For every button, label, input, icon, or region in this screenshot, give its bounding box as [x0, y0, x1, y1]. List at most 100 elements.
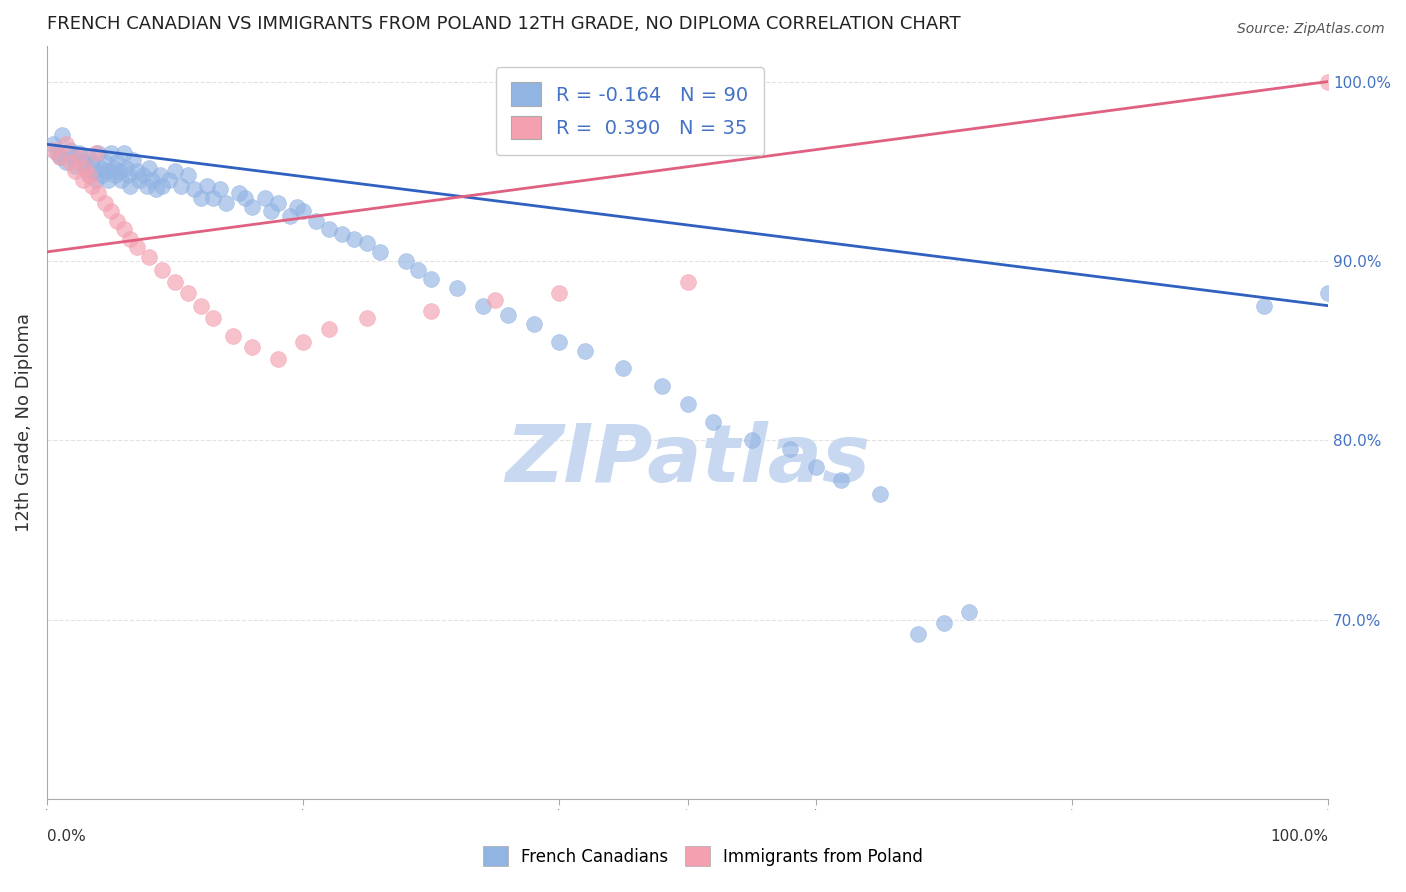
Point: [907, 627, 929, 641]
Text: Source: ZipAtlas.com: Source: ZipAtlas.com: [1237, 22, 1385, 37]
Point: [215, 196, 238, 211]
Point: [548, 286, 571, 301]
Point: [574, 343, 596, 358]
Point: [128, 173, 150, 187]
Legend: R = -0.164   N = 90, R =  0.390   N = 35: R = -0.164 N = 90, R = 0.390 N = 35: [496, 67, 763, 155]
Point: [157, 173, 180, 187]
Point: [496, 308, 519, 322]
Point: [869, 487, 891, 501]
Point: [177, 168, 200, 182]
Point: [285, 200, 308, 214]
Point: [278, 209, 301, 223]
Point: [125, 164, 148, 178]
Point: [59, 143, 82, 157]
Point: [420, 304, 443, 318]
Point: [112, 221, 135, 235]
Point: [77, 168, 100, 182]
Point: [67, 146, 90, 161]
Point: [523, 317, 546, 331]
Point: [48, 150, 70, 164]
Point: [145, 182, 167, 196]
Point: [702, 415, 724, 429]
Point: [163, 164, 186, 178]
Point: [96, 164, 118, 178]
Point: [240, 340, 263, 354]
Point: [356, 235, 378, 250]
Point: [446, 281, 468, 295]
Point: [75, 161, 97, 175]
Point: [117, 168, 139, 182]
Point: [612, 361, 634, 376]
Point: [150, 178, 173, 193]
Point: [93, 155, 115, 169]
Point: [208, 182, 231, 196]
Point: [120, 178, 142, 193]
Point: [125, 239, 148, 253]
Point: [190, 191, 212, 205]
Point: [77, 150, 100, 164]
Point: [138, 161, 160, 175]
Point: [63, 164, 86, 178]
Point: [51, 128, 73, 143]
Point: [84, 173, 107, 187]
Point: [97, 173, 120, 187]
Point: [484, 293, 506, 308]
Point: [48, 150, 70, 164]
Point: [305, 214, 328, 228]
Point: [75, 161, 97, 175]
Point: [104, 168, 127, 182]
Point: [292, 334, 315, 349]
Point: [741, 433, 763, 447]
Point: [120, 232, 142, 246]
Point: [100, 203, 122, 218]
Text: FRENCH CANADIAN VS IMMIGRANTS FROM POLAND 12TH GRADE, NO DIPLOMA CORRELATION CHA: FRENCH CANADIAN VS IMMIGRANTS FROM POLAN…: [46, 15, 960, 33]
Point: [62, 150, 84, 164]
Point: [676, 397, 699, 411]
Point: [138, 250, 160, 264]
Text: ZIPatlas: ZIPatlas: [505, 421, 870, 499]
Point: [651, 379, 673, 393]
Point: [318, 221, 340, 235]
Point: [135, 178, 157, 193]
Point: [195, 178, 218, 193]
Point: [80, 178, 103, 193]
Point: [253, 191, 276, 205]
Point: [42, 137, 65, 152]
Point: [266, 352, 288, 367]
Point: [108, 164, 131, 178]
Text: 0.0%: 0.0%: [46, 829, 86, 844]
Point: [132, 168, 155, 182]
Point: [163, 276, 186, 290]
Point: [471, 299, 494, 313]
Point: [59, 155, 82, 169]
Point: [235, 191, 257, 205]
Point: [368, 244, 391, 259]
Point: [149, 168, 172, 182]
Point: [170, 178, 193, 193]
Point: [830, 473, 852, 487]
Point: [356, 311, 378, 326]
Text: 100.0%: 100.0%: [1270, 829, 1329, 844]
Point: [932, 616, 955, 631]
Point: [103, 161, 125, 175]
Point: [90, 161, 112, 175]
Point: [183, 182, 205, 196]
Point: [87, 186, 110, 200]
Point: [676, 276, 699, 290]
Point: [91, 168, 114, 182]
Point: [72, 155, 94, 169]
Point: [80, 155, 103, 169]
Point: [42, 143, 65, 157]
Point: [221, 329, 243, 343]
Point: [84, 146, 107, 161]
Point: [150, 262, 173, 277]
Point: [292, 203, 315, 218]
Point: [55, 137, 77, 152]
Point: [105, 155, 128, 169]
Point: [343, 232, 366, 246]
Point: [110, 173, 132, 187]
Point: [202, 311, 225, 326]
Point: [55, 155, 77, 169]
Point: [202, 191, 225, 205]
Point: [121, 153, 143, 168]
